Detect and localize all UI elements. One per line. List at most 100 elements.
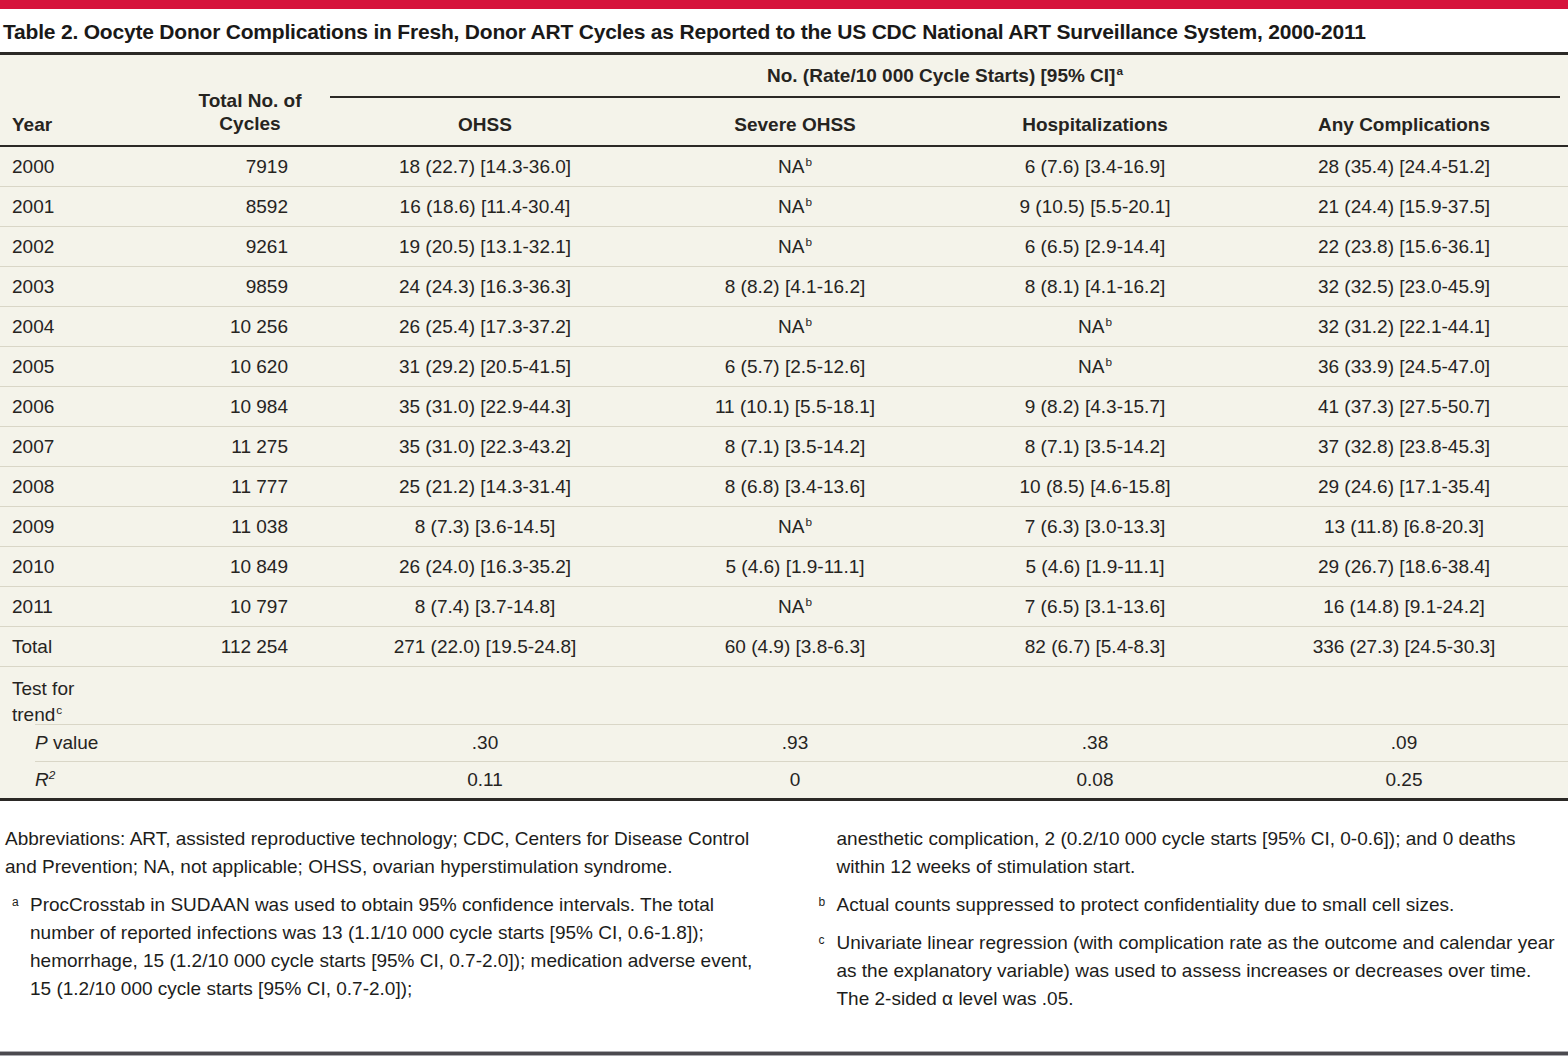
value-cell: NAb [640, 515, 950, 538]
r-squared-severe-ohss: 0 [640, 769, 950, 791]
footnote-a: aProcCrosstab in SUDAAN was used to obta… [5, 891, 756, 1003]
value-cell: 16 (14.8) [9.1-24.2] [1240, 596, 1568, 618]
column-header-ohss: OHSS [330, 114, 640, 145]
year-cell: 2011 [0, 596, 170, 618]
total-cycles-cell: 112 254 [170, 636, 330, 658]
total-cycles-cell: 10 849 [170, 556, 330, 578]
table-header: Year Total No. of Cycles No. (Rate/10 00… [0, 55, 1568, 147]
footnote-ref-a: a [1116, 64, 1123, 77]
value-cell: NAb [640, 155, 950, 178]
total-row: Total112 254271 (22.0) [19.5-24.8]60 (4.… [0, 627, 1568, 667]
footnote-a-marker: a [12, 894, 19, 912]
value-cell: NAb [950, 355, 1240, 378]
total-cycles-cell: 10 256 [170, 316, 330, 338]
total-cycles-cell: 11 038 [170, 516, 330, 538]
total-cycles-cell: 9261 [170, 236, 330, 258]
footnote-ref-b: b [805, 235, 812, 248]
bottom-rule [0, 1051, 1568, 1056]
r-squared-any-complications: 0.25 [1240, 769, 1568, 791]
footnote-ref-b: b [805, 595, 812, 608]
value-cell: 35 (31.0) [22.9-44.3] [330, 396, 640, 418]
value-cell: NAb [640, 595, 950, 618]
value-cell: 36 (33.9) [24.5-47.0] [1240, 356, 1568, 378]
footnote-ref-b: b [805, 195, 812, 208]
value-cell: 41 (37.3) [27.5-50.7] [1240, 396, 1568, 418]
value-cell: 7 (6.3) [3.0-13.3] [950, 516, 1240, 538]
value-cell: 13 (11.8) [6.8-20.3] [1240, 516, 1568, 538]
table-row: 201110 7978 (7.4) [3.7-14.8]NAb7 (6.5) [… [0, 587, 1568, 627]
column-group-header: No. (Rate/10 000 Cycle Starts) [95% CI]a [330, 55, 1560, 98]
table-row: 200911 0388 (7.3) [3.6-14.5]NAb7 (6.3) [… [0, 507, 1568, 547]
value-cell: 18 (22.7) [14.3-36.0] [330, 156, 640, 178]
p-value-hospitalizations: .38 [950, 732, 1240, 754]
value-cell: 22 (23.8) [15.6-36.1] [1240, 236, 1568, 258]
p-value-any-complications: .09 [1240, 732, 1568, 754]
footnote-ref-b: b [805, 315, 812, 328]
r-squared-row: R2 0.11 0 0.08 0.25 [0, 761, 1568, 798]
value-cell: 35 (31.0) [22.3-43.2] [330, 436, 640, 458]
value-cell: NAb [950, 315, 1240, 338]
value-cell: 6 (5.7) [2.5-12.6] [640, 356, 950, 378]
value-cell: 16 (18.6) [11.4-30.4] [330, 196, 640, 218]
r-squared-hospitalizations: 0.08 [950, 769, 1240, 791]
year-cell: 2007 [0, 436, 170, 458]
value-cell: 11 (10.1) [5.5-18.1] [640, 396, 950, 418]
table-row: 200410 25626 (25.4) [17.3-37.2]NAbNAb32 … [0, 307, 1568, 347]
test-for-trend-row: Test for trendc [0, 667, 1568, 724]
value-cell: 8 (8.1) [4.1-16.2] [950, 276, 1240, 298]
table-row: 2003985924 (24.3) [16.3-36.3]8 (8.2) [4.… [0, 267, 1568, 307]
table-title: Table 2. Oocyte Donor Complications in F… [0, 9, 1568, 52]
value-cell: 8 (6.8) [3.4-13.6] [640, 476, 950, 498]
value-cell: NAb [640, 195, 950, 218]
footnote-ref-b: b [805, 515, 812, 528]
year-cell: 2008 [0, 476, 170, 498]
r-squared-label: R2 [0, 768, 330, 791]
table-row: 2000791918 (22.7) [14.3-36.0]NAb6 (7.6) … [0, 147, 1568, 187]
value-cell: 28 (35.4) [24.4-51.2] [1240, 156, 1568, 178]
table-body: 2000791918 (22.7) [14.3-36.0]NAb6 (7.6) … [0, 147, 1568, 667]
footnote-a-continued: anesthetic complication, 2 (0.2/10 000 c… [812, 825, 1563, 881]
p-value-ohss: .30 [330, 732, 640, 754]
value-cell: 60 (4.9) [3.8-6.3] [640, 636, 950, 658]
total-cycles-cell: 8592 [170, 196, 330, 218]
value-cell: 9 (10.5) [5.5-20.1] [950, 196, 1240, 218]
year-cell: Total [0, 636, 170, 658]
footnote-c: cUnivariate linear regression (with comp… [812, 929, 1563, 1013]
year-cell: 2004 [0, 316, 170, 338]
column-group-label: No. (Rate/10 000 Cycle Starts) [95% CI]a [767, 64, 1123, 87]
total-cycles-cell: 11 777 [170, 476, 330, 498]
value-cell: 32 (31.2) [22.1-44.1] [1240, 316, 1568, 338]
accent-top-bar [0, 0, 1568, 9]
value-cell: 19 (20.5) [13.1-32.1] [330, 236, 640, 258]
total-cycles-cell: 9859 [170, 276, 330, 298]
table-row: 201010 84926 (24.0) [16.3-35.2]5 (4.6) [… [0, 547, 1568, 587]
value-cell: 6 (6.5) [2.9-14.4] [950, 236, 1240, 258]
journal-table-figure: Table 2. Oocyte Donor Complications in F… [0, 0, 1568, 1059]
column-header-hospitalizations: Hospitalizations [950, 114, 1240, 145]
total-cycles-cell: 11 275 [170, 436, 330, 458]
footnotes-right-column: anesthetic complication, 2 (0.2/10 000 c… [812, 825, 1563, 1023]
value-cell: 8 (7.1) [3.5-14.2] [640, 436, 950, 458]
value-cell: 26 (24.0) [16.3-35.2] [330, 556, 640, 578]
column-header-total-cycles: Total No. of Cycles [170, 90, 330, 145]
table-row: 200811 77725 (21.2) [14.3-31.4]8 (6.8) [… [0, 467, 1568, 507]
value-cell: 24 (24.3) [16.3-36.3] [330, 276, 640, 298]
value-cell: 29 (24.6) [17.1-35.4] [1240, 476, 1568, 498]
column-header-any-complications: Any Complications [1240, 114, 1568, 145]
value-cell: 25 (21.2) [14.3-31.4] [330, 476, 640, 498]
value-cell: 26 (25.4) [17.3-37.2] [330, 316, 640, 338]
year-cell: 2000 [0, 156, 170, 178]
total-cycles-cell: 10 984 [170, 396, 330, 418]
value-cell: 21 (24.4) [15.9-37.5] [1240, 196, 1568, 218]
test-for-trend-label: Test for trendc [0, 667, 104, 728]
year-cell: 2003 [0, 276, 170, 298]
table-row: 200711 27535 (31.0) [22.3-43.2]8 (7.1) [… [0, 427, 1568, 467]
table-row: 2002926119 (20.5) [13.1-32.1]NAb6 (6.5) … [0, 227, 1568, 267]
total-cycles-cell: 10 797 [170, 596, 330, 618]
value-cell: 9 (8.2) [4.3-15.7] [950, 396, 1240, 418]
abbreviations-note: Abbreviations: ART, assisted reproductiv… [5, 825, 756, 881]
value-cell: 82 (6.7) [5.4-8.3] [950, 636, 1240, 658]
value-cell: NAb [640, 235, 950, 258]
footnote-ref-c: c [56, 703, 62, 716]
value-cell: 271 (22.0) [19.5-24.8] [330, 636, 640, 658]
